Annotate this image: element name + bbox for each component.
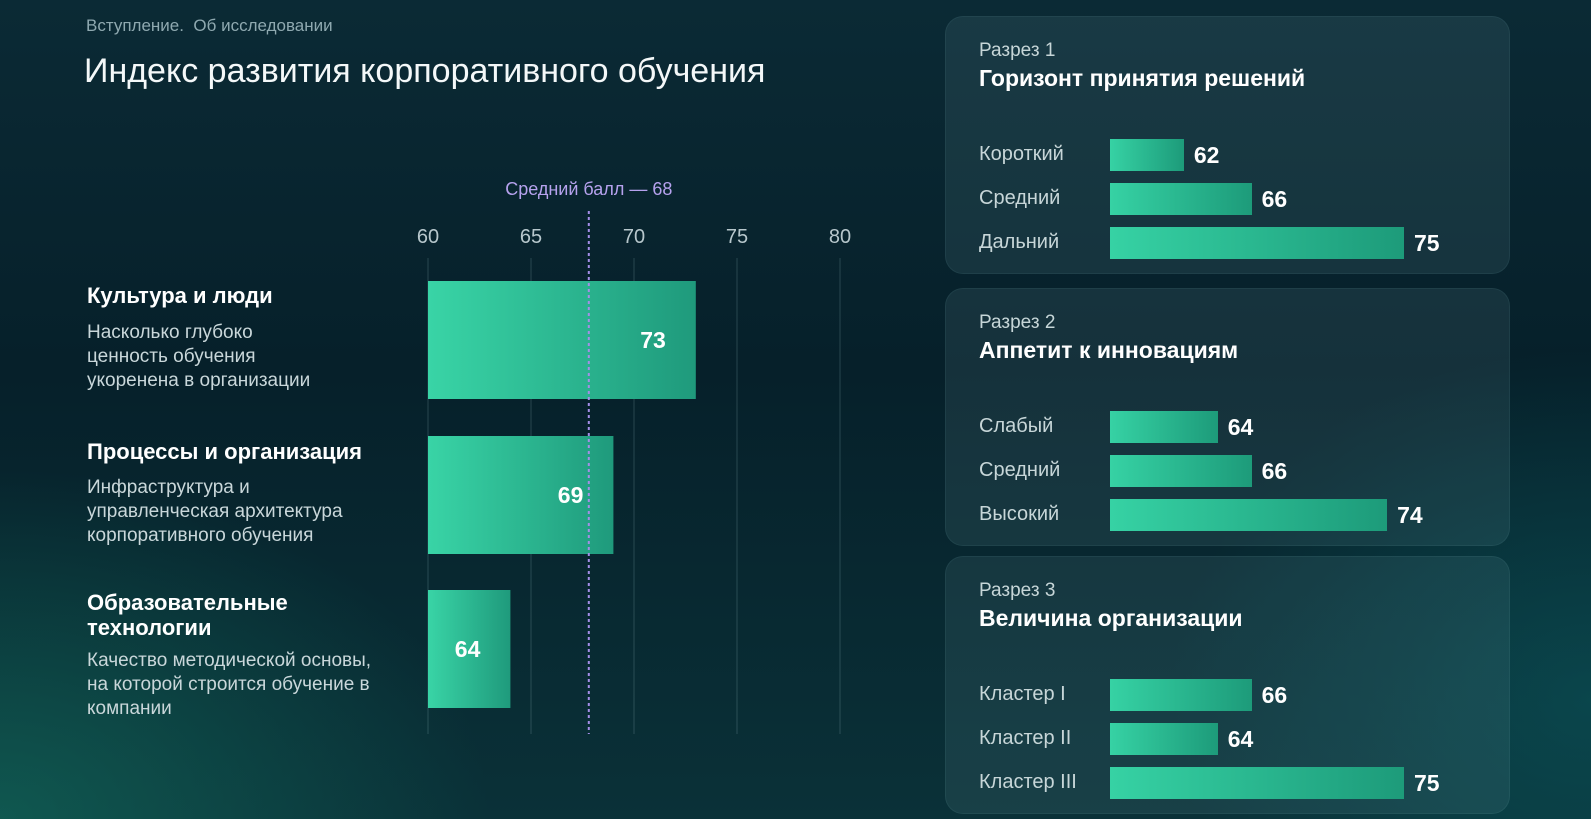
bar-value-label: 75 xyxy=(1414,230,1440,256)
bar xyxy=(1110,455,1252,487)
bar-value-label: 74 xyxy=(1397,502,1423,528)
row-label: Средний xyxy=(979,459,1061,481)
category-description: Качество методической основы, на которой… xyxy=(87,650,372,719)
row-label: Кластер I xyxy=(979,683,1066,705)
panel-title: Величина организации xyxy=(979,605,1243,631)
bar-value-label: 66 xyxy=(1261,186,1288,212)
bar-value-label: 66 xyxy=(1261,682,1288,708)
bar xyxy=(1110,767,1404,799)
x-tick-label: 60 xyxy=(417,226,439,248)
category-title: Процессы и организация xyxy=(87,439,363,464)
row-label: Слабый xyxy=(979,415,1054,437)
bar xyxy=(1110,227,1404,259)
row-label: Дальний xyxy=(979,231,1060,253)
bar-value-label: 64 xyxy=(1227,726,1254,752)
row-label: Кластер III xyxy=(979,771,1077,793)
panel-innovation-appetite: Разрез 2 Аппетит к инновациям Слабый 64 Ср… xyxy=(945,288,1510,546)
bar-value-label: 69 xyxy=(558,482,584,508)
bar xyxy=(1110,723,1218,755)
bar xyxy=(1110,183,1252,215)
category-title: Культура и люди xyxy=(87,283,273,308)
bar-value-label: 64 xyxy=(455,636,481,662)
bar xyxy=(428,436,614,554)
bar-value-label: 62 xyxy=(1193,142,1220,168)
row-label: Высокий xyxy=(979,503,1060,525)
row-label: Средний xyxy=(979,187,1061,209)
panel-title: Аппетит к инновациям xyxy=(979,337,1239,363)
panel-title: Горизонт принятия решений xyxy=(979,65,1306,91)
panel-label: Разрез 1 xyxy=(979,40,1056,61)
panel-label: Разрез 2 xyxy=(979,312,1056,333)
bar-value-label: 64 xyxy=(1227,414,1254,440)
bar-value-label: 75 xyxy=(1414,770,1440,796)
panel-decision-horizon: Разрез 1 Горизонт принятия решений Корот… xyxy=(945,16,1510,274)
bar xyxy=(1110,139,1184,171)
bar xyxy=(428,281,696,399)
x-tick-label: 75 xyxy=(726,226,748,248)
page-title: Индекс развития корпоративного обучения xyxy=(84,52,766,90)
bar xyxy=(1110,499,1388,531)
main-bar-chart: 60 65 70 75 80 73 69 64 Средний балл — 68 xyxy=(417,179,851,734)
panel-label: Разрез 3 xyxy=(979,580,1056,601)
row-label: Короткий xyxy=(979,143,1064,165)
x-tick-label: 80 xyxy=(829,226,851,248)
average-reference-label: Средний балл — 68 xyxy=(505,179,672,199)
bar xyxy=(1110,679,1252,711)
bar xyxy=(428,590,511,708)
bar-value-label: 66 xyxy=(1261,458,1288,484)
x-tick-label: 65 xyxy=(520,226,542,248)
category-title: Образовательные технологии xyxy=(87,590,288,640)
breadcrumb: Вступление. Об исследовании xyxy=(86,16,333,35)
row-label: Кластер II xyxy=(979,727,1072,749)
panel-organization-size: Разрез 3 Величина организации Кластер I 6… xyxy=(945,556,1510,814)
bar xyxy=(1110,411,1218,443)
category-description: Насколько глубоко ценность обучения укор… xyxy=(87,322,311,391)
x-tick-label: 70 xyxy=(623,226,645,248)
category-description: Инфраструктура и управленческая архитект… xyxy=(87,477,343,546)
bar-value-label: 73 xyxy=(640,327,666,353)
